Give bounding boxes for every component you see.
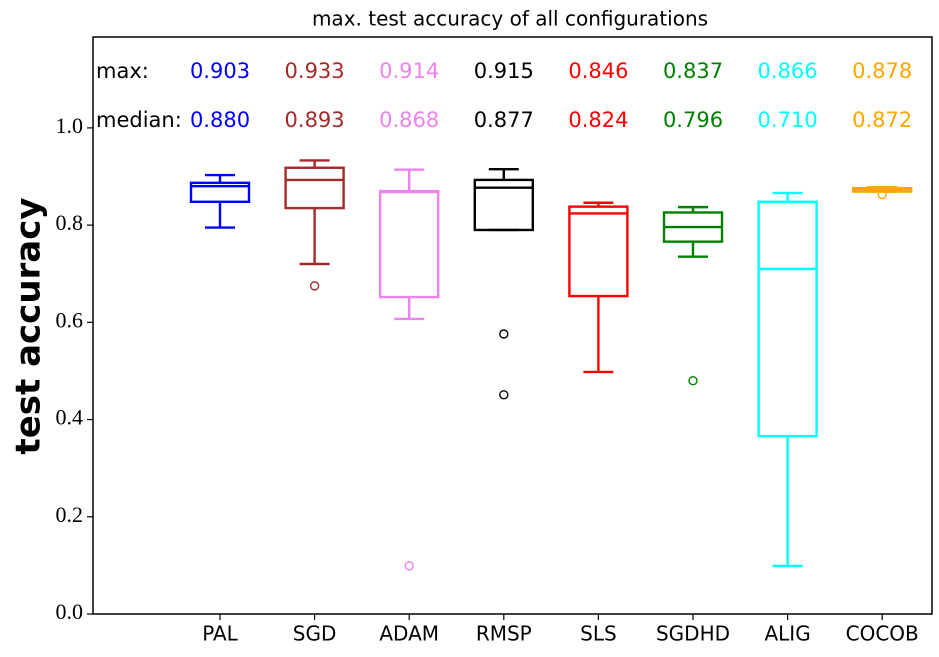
outlier [499,390,509,400]
median-row-title: median: [96,108,182,132]
x-tick-label: COCOB [846,622,919,646]
box [189,181,251,203]
max-row-title: max: [96,59,149,83]
box [757,200,818,438]
y-axis-label: test accuracy [9,197,49,454]
max-label: 0.933 [285,59,345,83]
median-label: 0.880 [190,108,250,132]
y-tick-label: 0.2 [56,502,84,527]
median-label: 0.868 [379,108,439,132]
max-label: 0.837 [663,59,723,83]
median-label: 0.872 [852,108,912,132]
y-tick-label: 0.4 [56,405,84,430]
x-tick-label: RMSP [476,622,532,646]
box [568,205,629,298]
x-tick-label: SLS [580,622,617,646]
max-label: 0.903 [190,59,250,83]
outlier [688,375,698,386]
median-label: 0.877 [474,108,534,132]
x-tick-label: SGD [293,622,337,646]
max-label: 0.878 [852,59,912,83]
median-label: 0.824 [568,108,628,132]
median-label: 0.710 [758,108,818,132]
max-label: 0.914 [379,59,439,83]
x-tick-label: PAL [202,622,238,646]
plot-frame [92,36,933,615]
y-tick-label: 1.0 [56,113,84,138]
max-label: 0.915 [474,59,534,83]
max-label: 0.846 [568,59,628,83]
max-label: 0.866 [758,59,818,83]
y-tick-label: 0.8 [56,210,84,235]
x-tick-label: SGDHD [656,622,730,646]
chart-title: max. test accuracy of all configurations [312,7,708,31]
x-tick-label: ADAM [379,622,439,646]
y-tick-label: 0.6 [56,307,84,332]
outlier [499,329,509,339]
median-label: 0.893 [285,108,345,132]
outlier [309,281,320,291]
median-label: 0.796 [663,108,723,132]
box [473,178,534,232]
outlier [404,561,414,571]
y-tick-label: 0.0 [56,599,84,624]
box [284,166,345,210]
x-tick-label: ALIG [764,622,810,646]
outlier [877,189,887,200]
